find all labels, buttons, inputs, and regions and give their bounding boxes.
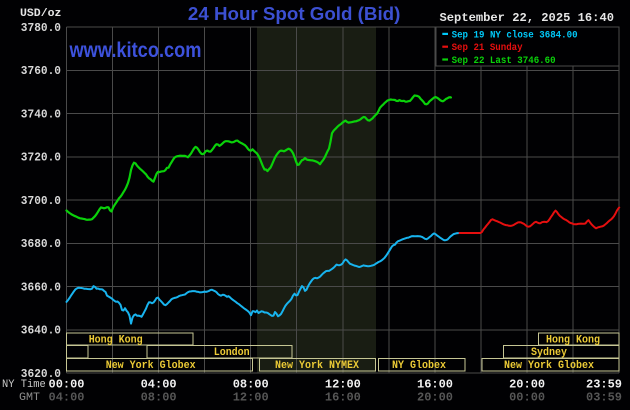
svg-text:Hong Kong: Hong Kong (89, 335, 143, 347)
svg-text:04:00: 04:00 (141, 377, 177, 391)
svg-text:September 22, 2025 16:40: September 22, 2025 16:40 (440, 11, 615, 25)
svg-text:NY Globex: NY Globex (392, 360, 446, 372)
svg-text:12:00: 12:00 (233, 390, 269, 404)
svg-text:Sep 21 Sunday: Sep 21 Sunday (452, 42, 524, 54)
svg-text:3620.0: 3620.0 (21, 367, 61, 381)
svg-text:New York Globex: New York Globex (504, 360, 594, 372)
svg-text:00:00: 00:00 (49, 377, 85, 391)
svg-text:23:59: 23:59 (586, 377, 622, 391)
svg-text:Sydney: Sydney (531, 347, 567, 359)
svg-text:3700.0: 3700.0 (21, 194, 61, 208)
svg-text:08:00: 08:00 (141, 390, 177, 404)
svg-text:08:00: 08:00 (233, 377, 269, 391)
svg-text:London: London (214, 347, 250, 359)
svg-text:12:00: 12:00 (325, 377, 361, 391)
svg-text:3640.0: 3640.0 (21, 324, 61, 338)
svg-text:16:00: 16:00 (417, 377, 453, 391)
svg-text:20:00: 20:00 (509, 377, 545, 391)
svg-text:Hong Kong: Hong Kong (546, 335, 600, 347)
svg-text:3740.0: 3740.0 (21, 107, 61, 121)
svg-text:3780.0: 3780.0 (21, 21, 61, 35)
svg-text:24 Hour Spot Gold (Bid): 24 Hour Spot Gold (Bid) (188, 4, 400, 24)
svg-text:16:00: 16:00 (325, 390, 361, 404)
svg-text:00:00: 00:00 (509, 390, 545, 404)
svg-text:Sep 22 Last 3746.60: Sep 22 Last 3746.60 (452, 55, 556, 67)
svg-text:USD/oz: USD/oz (20, 8, 61, 20)
svg-text:3720.0: 3720.0 (21, 151, 61, 165)
svg-text:New York Globex: New York Globex (106, 360, 196, 372)
svg-text:04:00: 04:00 (49, 390, 85, 404)
svg-text:Sep 19 NY close 3684.00: Sep 19 NY close 3684.00 (452, 29, 578, 41)
svg-text:3760.0: 3760.0 (21, 64, 61, 78)
svg-text:3660.0: 3660.0 (21, 280, 61, 294)
svg-text:www.kitco.com: www.kitco.com (69, 39, 202, 62)
svg-text:20:00: 20:00 (417, 390, 453, 404)
svg-text:GMT: GMT (19, 392, 40, 404)
svg-text:NY Time: NY Time (2, 379, 46, 391)
svg-text:New York NYMEX: New York NYMEX (275, 360, 359, 372)
svg-text:3680.0: 3680.0 (21, 237, 61, 251)
svg-text:03:59: 03:59 (586, 390, 622, 404)
